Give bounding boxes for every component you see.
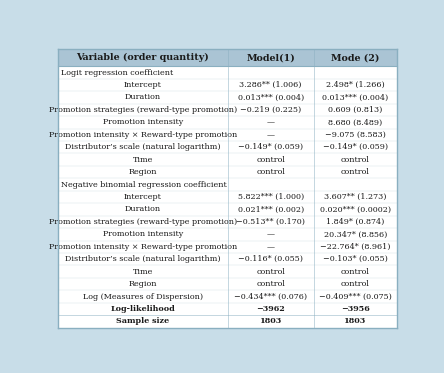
Text: Time: Time bbox=[133, 156, 153, 164]
Text: control: control bbox=[256, 168, 285, 176]
Text: control: control bbox=[341, 280, 370, 288]
Text: control: control bbox=[341, 156, 370, 164]
Text: Promotion intensity × Reward-type promotion: Promotion intensity × Reward-type promot… bbox=[49, 243, 237, 251]
Text: control: control bbox=[256, 156, 285, 164]
Text: Logit regression coefficient: Logit regression coefficient bbox=[61, 69, 173, 76]
Text: Negative binomial regression coefficient: Negative binomial regression coefficient bbox=[61, 181, 227, 189]
Text: Distributor’s scale (natural logarithm): Distributor’s scale (natural logarithm) bbox=[65, 255, 221, 263]
Text: 5.822*** (1.000): 5.822*** (1.000) bbox=[238, 193, 304, 201]
Text: −0.513** (0.170): −0.513** (0.170) bbox=[236, 218, 305, 226]
Text: 3.286** (1.006): 3.286** (1.006) bbox=[239, 81, 302, 89]
Text: Variable (order quantity): Variable (order quantity) bbox=[76, 53, 209, 62]
Text: control: control bbox=[341, 168, 370, 176]
Text: Region: Region bbox=[129, 280, 157, 288]
Text: 0.609 (0.813): 0.609 (0.813) bbox=[328, 106, 383, 114]
Text: Time: Time bbox=[133, 268, 153, 276]
Text: Model(1): Model(1) bbox=[246, 53, 295, 62]
Text: Mode (2): Mode (2) bbox=[331, 53, 380, 62]
Text: Duration: Duration bbox=[125, 206, 161, 213]
Text: −0.149* (0.059): −0.149* (0.059) bbox=[323, 143, 388, 151]
Text: control: control bbox=[256, 268, 285, 276]
Text: Promotion strategies (reward-type promotion): Promotion strategies (reward-type promot… bbox=[49, 106, 237, 114]
Text: −0.434*** (0.076): −0.434*** (0.076) bbox=[234, 292, 307, 301]
Text: 2.498* (1.266): 2.498* (1.266) bbox=[326, 81, 385, 89]
Text: 3.607** (1.273): 3.607** (1.273) bbox=[324, 193, 387, 201]
Text: Intercept: Intercept bbox=[124, 81, 162, 89]
Text: −0.116* (0.055): −0.116* (0.055) bbox=[238, 255, 303, 263]
Text: 8.680 (8.489): 8.680 (8.489) bbox=[328, 118, 382, 126]
Text: 20.347* (8.856): 20.347* (8.856) bbox=[324, 231, 387, 238]
Text: Log (Measures of Dispersion): Log (Measures of Dispersion) bbox=[83, 292, 203, 301]
Text: Duration: Duration bbox=[125, 94, 161, 101]
Text: −0.149* (0.059): −0.149* (0.059) bbox=[238, 143, 303, 151]
Text: Region: Region bbox=[129, 168, 157, 176]
Text: −9.075 (8.583): −9.075 (8.583) bbox=[325, 131, 386, 139]
Text: control: control bbox=[341, 268, 370, 276]
Text: Distributor’s scale (natural logarithm): Distributor’s scale (natural logarithm) bbox=[65, 143, 221, 151]
Text: 1803: 1803 bbox=[260, 317, 282, 325]
Text: —: — bbox=[267, 231, 275, 238]
Bar bbox=[58, 49, 397, 66]
Text: −0.219 (0.225): −0.219 (0.225) bbox=[240, 106, 301, 114]
Text: Sample size: Sample size bbox=[116, 317, 170, 325]
Text: Promotion intensity: Promotion intensity bbox=[103, 118, 183, 126]
Text: −22.764* (8.961): −22.764* (8.961) bbox=[320, 243, 391, 251]
Text: Promotion strategies (reward-type promotion): Promotion strategies (reward-type promot… bbox=[49, 218, 237, 226]
Text: —: — bbox=[267, 243, 275, 251]
Text: −3962: −3962 bbox=[256, 305, 285, 313]
Text: Promotion intensity: Promotion intensity bbox=[103, 231, 183, 238]
Text: 1803: 1803 bbox=[344, 317, 366, 325]
Text: control: control bbox=[256, 280, 285, 288]
Text: −0.409*** (0.075): −0.409*** (0.075) bbox=[319, 292, 392, 301]
Text: 0.020*** (0.0002): 0.020*** (0.0002) bbox=[320, 206, 391, 213]
Text: Intercept: Intercept bbox=[124, 193, 162, 201]
Text: −3956: −3956 bbox=[341, 305, 370, 313]
Text: 0.021*** (0.002): 0.021*** (0.002) bbox=[238, 206, 304, 213]
Text: 1.849* (0.874): 1.849* (0.874) bbox=[326, 218, 385, 226]
Text: Log-likelihood: Log-likelihood bbox=[111, 305, 175, 313]
Text: 0.013*** (0.004): 0.013*** (0.004) bbox=[238, 94, 304, 101]
Text: 0.013*** (0.004): 0.013*** (0.004) bbox=[322, 94, 388, 101]
Text: −0.103* (0.055): −0.103* (0.055) bbox=[323, 255, 388, 263]
Text: —: — bbox=[267, 131, 275, 139]
Text: —: — bbox=[267, 118, 275, 126]
Text: Promotion intensity × Reward-type promotion: Promotion intensity × Reward-type promot… bbox=[49, 131, 237, 139]
